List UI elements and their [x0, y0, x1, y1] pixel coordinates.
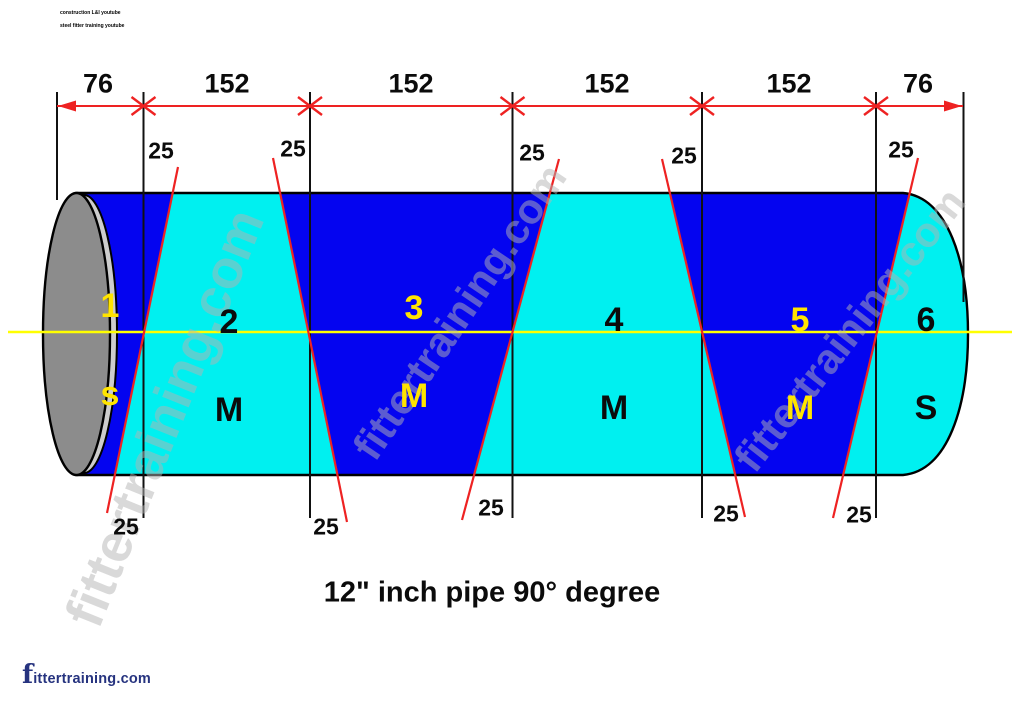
cut-offset-top: 25 [888, 136, 914, 163]
cut-line-5 [831, 157, 920, 519]
segment-number: 3 [404, 289, 424, 327]
cut-offset-bottom: 25 [846, 501, 872, 528]
cut-offset-top: 25 [280, 135, 306, 162]
dimension-tick-crosses [130, 96, 889, 116]
tick-cross [689, 96, 715, 116]
segment-letter: s [100, 375, 120, 413]
segment-letter: M [214, 391, 244, 429]
dimension-label: 152 [388, 68, 434, 99]
segment-label-1: 1 s [101, 240, 120, 460]
tick-cross [297, 96, 323, 116]
logo-text: ittertraining.com [33, 671, 151, 687]
cut-line-1 [105, 166, 180, 514]
cut-line-2 [271, 157, 349, 523]
segment-3-fill [279, 193, 551, 475]
dimension-label: 152 [204, 68, 250, 99]
segment-letter: M [399, 377, 429, 415]
dimension-label: 76 [902, 68, 934, 99]
cut-offset-bottom: 25 [313, 513, 339, 540]
cut-offset-bottom: 25 [478, 494, 504, 521]
segment-letter: S [914, 389, 938, 427]
segment-letter: M [599, 389, 629, 427]
corner-note-line2: steel fitter training youtube [60, 23, 125, 29]
cut-offset-bottom: 25 [713, 500, 739, 527]
segment-label-2: 2 M [215, 256, 243, 476]
logo-initial: f [22, 660, 34, 690]
segment-label-6: 6 S [915, 254, 938, 474]
dimension-label: 152 [766, 68, 812, 99]
segment-number: 5 [790, 301, 810, 339]
segment-5-fill [669, 193, 911, 475]
segment-number: 4 [604, 301, 624, 339]
tick-cross [130, 96, 157, 116]
segment-number: 6 [916, 301, 936, 339]
cut-offset-bottom: 25 [113, 513, 139, 540]
segment-number: 1 [100, 287, 120, 325]
cut-lines [105, 157, 920, 523]
segment-label-4: 4 M [600, 254, 628, 474]
pipe-end-cap [41, 191, 112, 477]
segment-number: 2 [219, 303, 239, 341]
cut-offset-top: 25 [671, 142, 697, 169]
dimension-label: 76 [82, 68, 114, 99]
cut-line-4 [660, 158, 747, 518]
dimension-arrow-left [58, 100, 76, 112]
cut-line-3 [460, 158, 561, 521]
diagram-title: 12" inch pipe 90° degree [323, 576, 661, 609]
site-logo: f ittertraining.com [22, 660, 151, 690]
dimension-arrow-right [944, 100, 962, 112]
dimension-label: 152 [584, 68, 630, 99]
tick-cross [499, 96, 526, 116]
segment-label-5: 5 M [786, 254, 814, 474]
segment-label-3: 3 M [400, 242, 428, 462]
extension-lines [56, 92, 965, 518]
dimension-line [57, 96, 963, 116]
segment-letter: M [785, 389, 815, 427]
cut-offset-top: 25 [519, 139, 545, 166]
tick-cross [863, 96, 889, 116]
corner-note-line1: construction L&I youtube [60, 10, 121, 16]
cut-offset-top: 25 [148, 137, 174, 164]
